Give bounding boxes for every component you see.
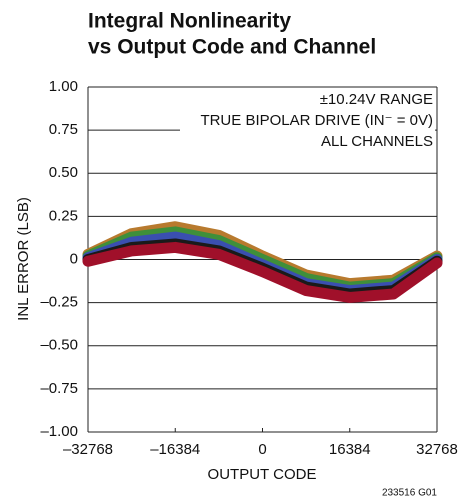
y-tick-label: 0: [70, 250, 78, 267]
x-tick-label: 32768: [416, 441, 458, 458]
y-tick-label: 0.25: [49, 207, 78, 224]
x-axis-label: OUTPUT CODE: [208, 466, 317, 483]
x-tick-label: –16384: [150, 441, 200, 458]
x-tick-label: 16384: [329, 441, 371, 458]
x-tick-label: 0: [258, 441, 266, 458]
annotation: ALL CHANNELS: [321, 133, 433, 150]
y-tick-label: 0.50: [49, 164, 78, 181]
chart-title: Integral Nonlinearity: [88, 10, 291, 33]
annotation: TRUE BIPOLAR DRIVE (IN⁻ = 0V): [200, 112, 433, 129]
x-tick-label: –32768: [63, 441, 113, 458]
y-tick-label: –1.00: [40, 423, 78, 440]
y-tick-label: –0.50: [40, 337, 78, 354]
y-tick-label: 1.00: [49, 78, 78, 95]
footnote: 233516 G01: [382, 488, 437, 499]
annotation-bg: [180, 90, 435, 155]
y-tick-label: 0.75: [49, 121, 78, 138]
y-axis-label: INL ERROR (LSB): [15, 197, 32, 321]
y-tick-label: –0.75: [40, 380, 78, 397]
inl-band: [82, 241, 443, 303]
chart-subtitle: vs Output Code and Channel: [88, 36, 376, 59]
annotation: ±10.24V RANGE: [320, 91, 433, 108]
y-tick-label: –0.25: [40, 294, 78, 311]
